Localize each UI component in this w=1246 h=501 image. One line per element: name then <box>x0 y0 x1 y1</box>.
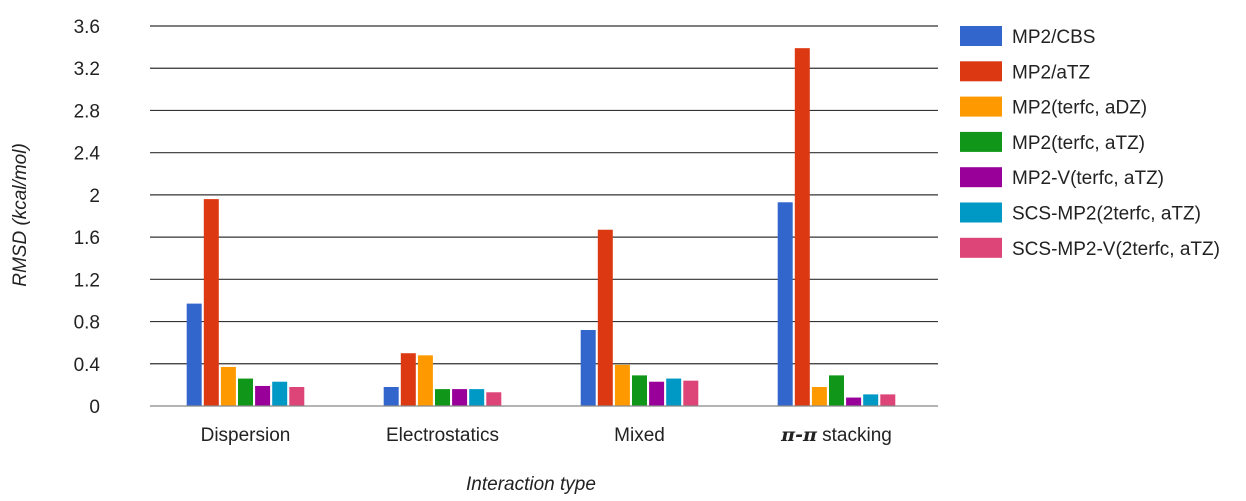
y-tick-label: 2.8 <box>74 101 100 122</box>
axes: 0 0.4 0.8 1.2 1.6 2 2.4 2.8 3.2 3.6 Dispersion Elec… <box>74 17 938 446</box>
legend-label: SCS-MP2(2terfc, aTZ) <box>1012 204 1201 225</box>
x-tick-label: π-π stacking <box>780 424 892 446</box>
y-tick-label: 0.4 <box>74 355 101 376</box>
bar <box>469 389 485 406</box>
bar <box>186 303 202 406</box>
bar <box>580 330 596 406</box>
bar <box>846 397 862 406</box>
x-tick-label: Mixed <box>614 425 665 446</box>
y-tick-label: 2.4 <box>74 144 101 165</box>
bar <box>220 366 236 406</box>
bar <box>597 229 613 406</box>
bar <box>829 375 844 406</box>
bar <box>683 380 699 406</box>
bar <box>255 385 271 406</box>
x-tick-label: Dispersion <box>201 425 291 446</box>
legend-label: MP2/aTZ <box>1012 62 1091 83</box>
bar <box>777 202 793 406</box>
bar <box>666 378 682 406</box>
x-axis-title: Interaction type <box>466 474 596 495</box>
legend-swatch <box>960 237 1002 258</box>
bars <box>186 48 896 407</box>
legend-label: MP2/CBS <box>1012 27 1095 48</box>
bar <box>811 387 827 406</box>
y-tick-label: 0.8 <box>74 313 100 334</box>
y-tick-label: 1.6 <box>74 228 100 249</box>
y-tick-label: 3.6 <box>74 17 100 38</box>
y-axis-title: RMSD (kcal/mol) <box>10 143 31 287</box>
bar <box>272 381 288 406</box>
legend-label: MP2(terfc, aDZ) <box>1012 98 1147 119</box>
bar <box>289 387 305 406</box>
bar <box>417 355 433 406</box>
y-tick-label: 2 <box>89 186 100 207</box>
bar <box>632 375 647 406</box>
bar <box>400 353 416 406</box>
bar <box>383 387 399 406</box>
legend-label: MP2-V(terfc, aTZ) <box>1012 168 1164 189</box>
y-tick-label: 0 <box>89 397 100 418</box>
legend: MP2/CBS MP2/aTZ MP2(terfc, aDZ) MP2(terfc, … <box>960 26 1220 260</box>
legend-swatch <box>960 131 1002 152</box>
bar <box>486 392 502 406</box>
legend-swatch <box>960 167 1002 188</box>
legend-label: MP2(terfc, aTZ) <box>1012 133 1145 154</box>
bar <box>238 378 253 406</box>
bar <box>452 389 468 406</box>
bar <box>203 199 219 406</box>
bar <box>649 381 665 406</box>
bar <box>863 394 879 406</box>
legend-swatch <box>960 26 1002 46</box>
y-tick-label: 1.2 <box>74 270 100 291</box>
bar <box>614 364 630 406</box>
legend-swatch <box>960 96 1002 117</box>
legend-swatch <box>960 61 1002 82</box>
bar <box>435 389 450 406</box>
y-tick-label: 3.2 <box>74 59 100 80</box>
legend-swatch <box>960 202 1002 223</box>
bar <box>794 48 810 407</box>
gridlines <box>150 25 938 365</box>
bar <box>880 394 896 406</box>
x-tick-label: Electrostatics <box>386 425 499 446</box>
legend-label: SCS-MP2-V(2terfc, aTZ) <box>1012 239 1220 260</box>
